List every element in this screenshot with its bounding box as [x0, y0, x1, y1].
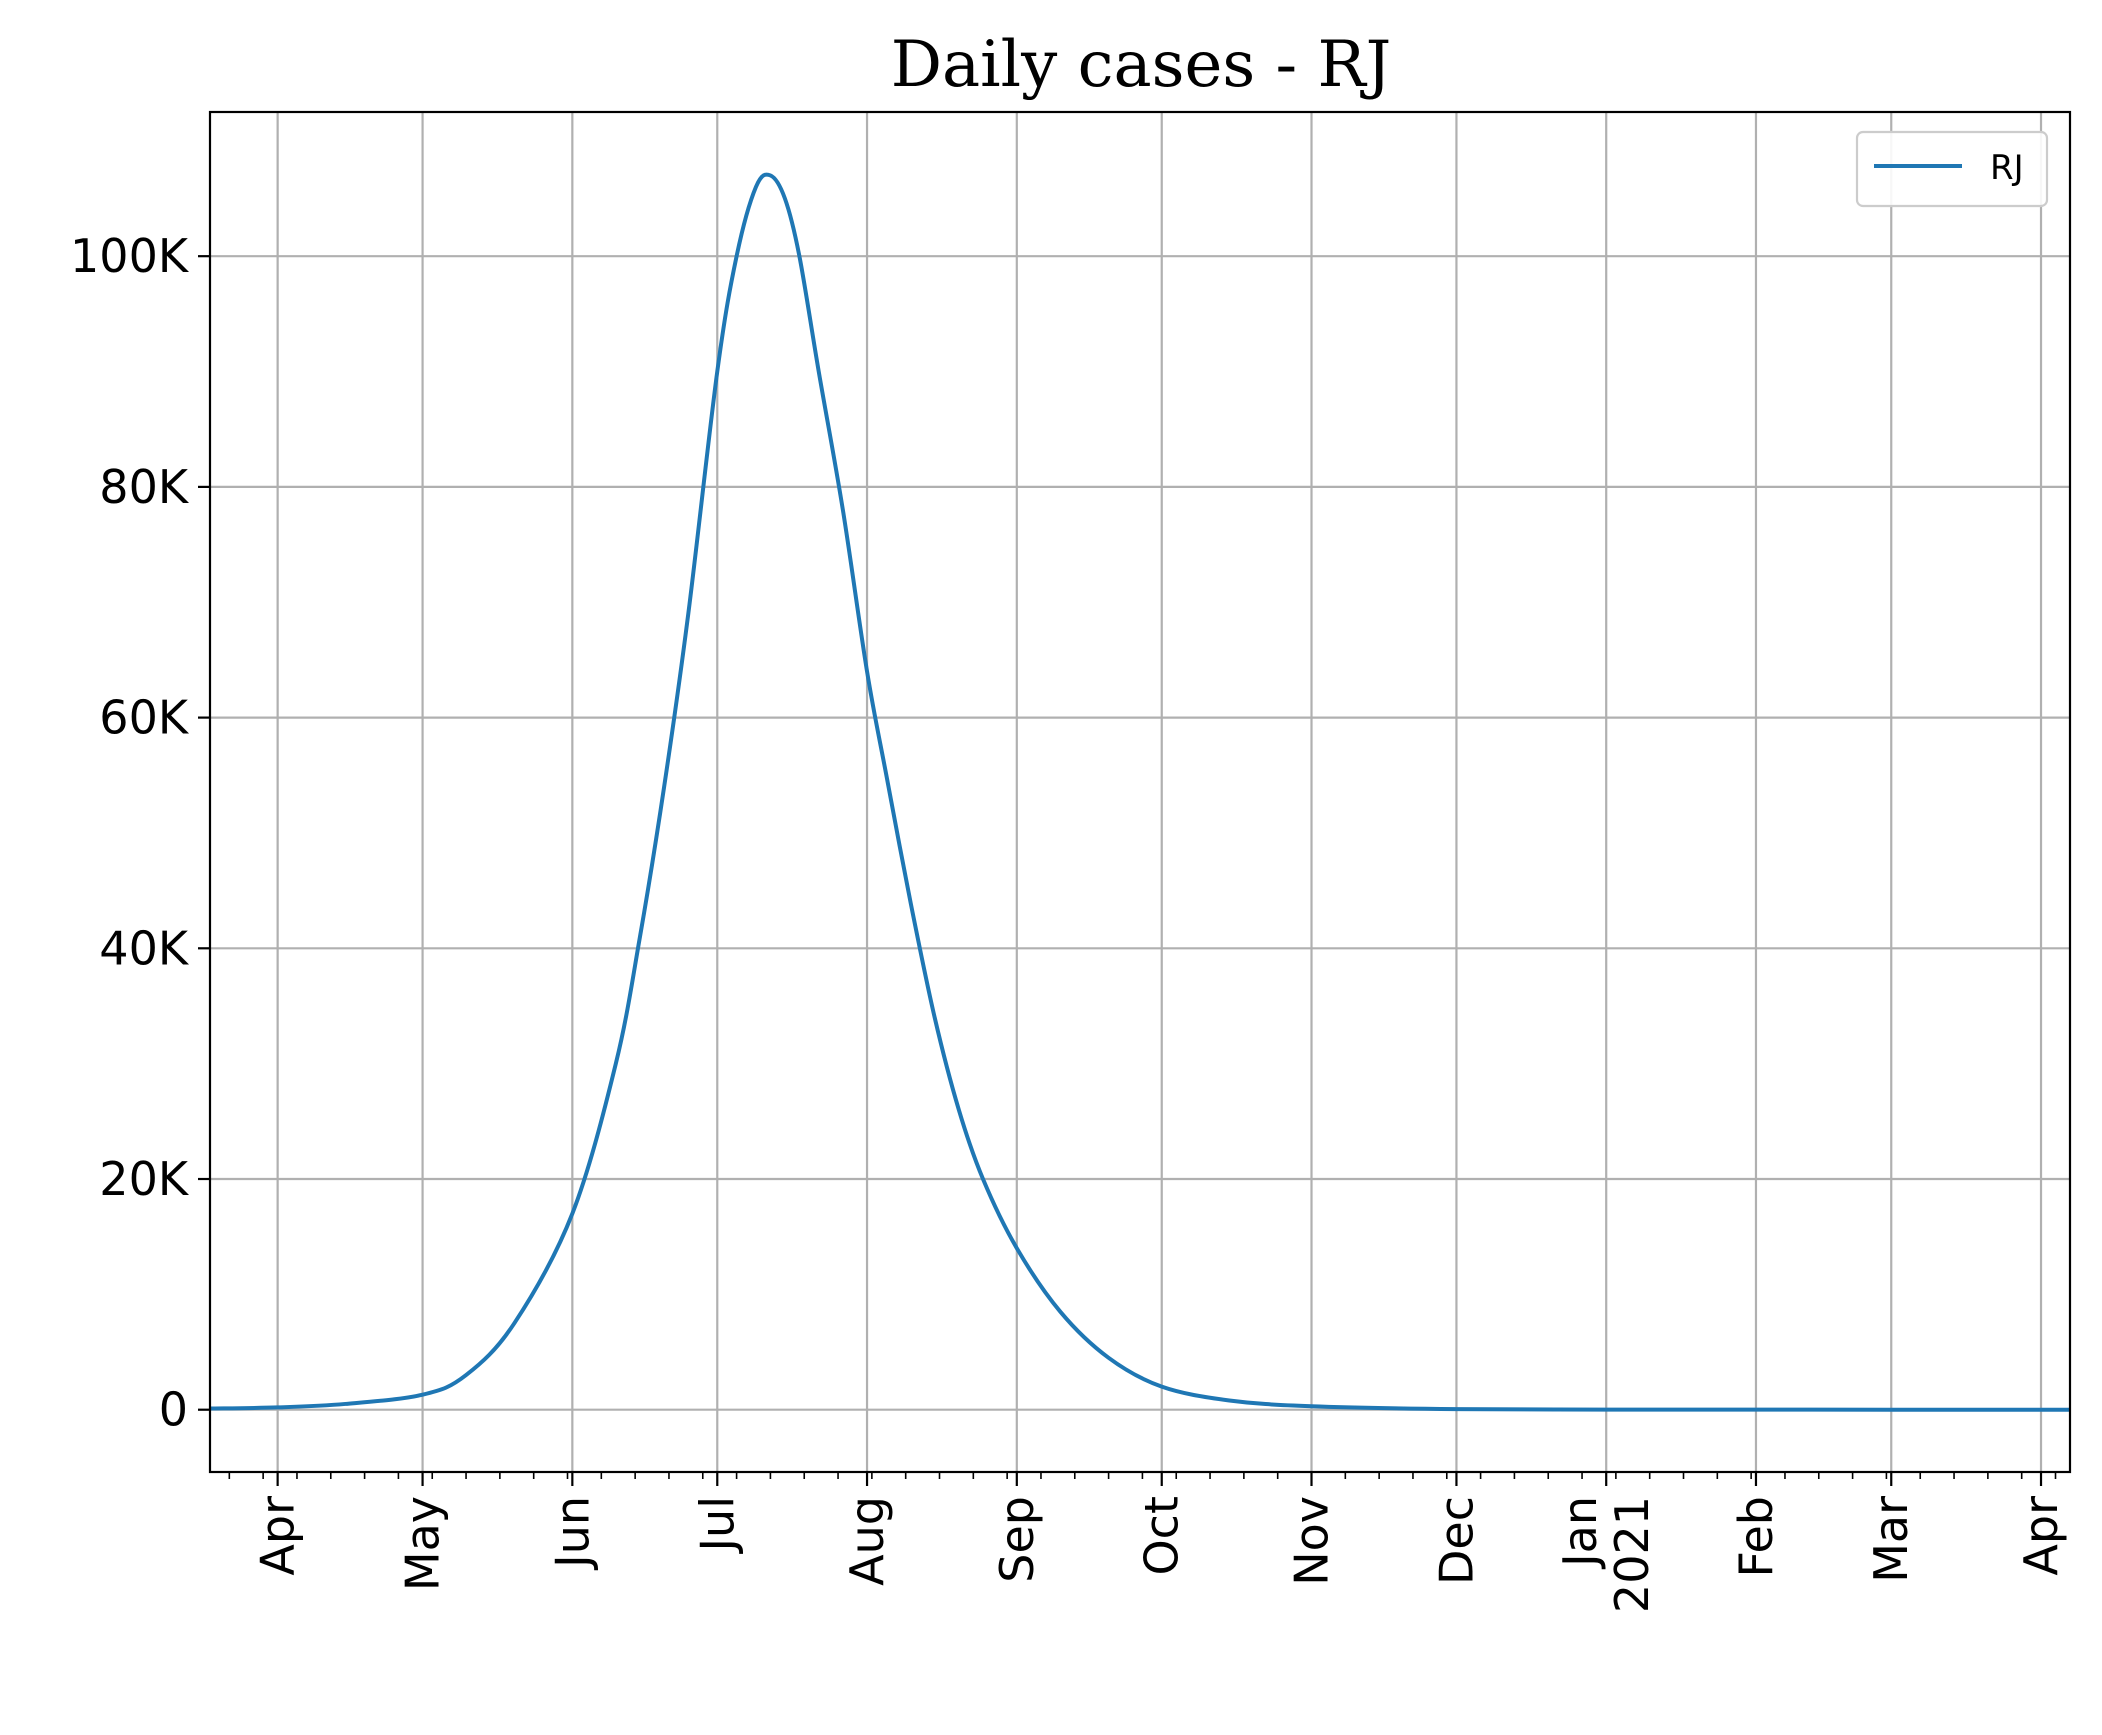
x-tick-label-group: Apr [251, 1496, 305, 1576]
x-tick-label: Sep [990, 1496, 1044, 1583]
x-tick-label: Feb [1729, 1496, 1783, 1577]
x-tick-label-group: Nov [1285, 1496, 1339, 1586]
x-tick-label-group: May [396, 1496, 450, 1591]
legend-label-rj: RJ [1990, 148, 2024, 188]
y-tick-label: 80K [99, 460, 190, 514]
x-tick-label: Jun [545, 1496, 599, 1571]
y-tick-label: 40K [99, 921, 190, 975]
x-tick-label: Apr [2014, 1496, 2068, 1576]
chart-title: Daily cases - RJ [891, 28, 1392, 102]
x-tick-label-group: Mar [1864, 1496, 1918, 1583]
x-tick-label: Aug [840, 1496, 894, 1586]
x-tick-label-group: Aug [840, 1496, 894, 1586]
legend-box [1855, 130, 2049, 208]
y-tick-label: 100K [70, 229, 190, 283]
y-tick-label: 20K [99, 1152, 190, 1206]
x-tick-label: Oct [1135, 1496, 1189, 1576]
x-tick-label-group: Jul [690, 1496, 744, 1555]
plot-frame [208, 110, 2072, 1474]
x-tick-label: Mar [1864, 1496, 1918, 1583]
x-tick-label: Jul [690, 1496, 744, 1555]
x-tick-label-group: Jun [545, 1496, 599, 1571]
y-tick-label: 60K [99, 691, 190, 745]
tick-layer [198, 255, 2057, 1486]
x-tick-label-group: Apr [2014, 1496, 2068, 1576]
x-tick-label-group: Oct [1135, 1496, 1189, 1576]
grid-layer [210, 112, 2070, 1472]
x-tick-label-group: Sep [990, 1496, 1044, 1583]
x-tick-label: Dec [1429, 1496, 1483, 1585]
x-tick-label-group: Feb [1729, 1496, 1783, 1577]
x-tick-label-group: Dec [1429, 1496, 1483, 1585]
series-layer [209, 172, 2071, 1412]
x-tick-label: May [396, 1496, 450, 1591]
x-tick-label: Jan [1553, 1496, 1607, 1570]
series-line-rj [209, 172, 2071, 1412]
x-tick-label: Apr [251, 1496, 305, 1576]
y-tick-label: 0 [159, 1383, 188, 1437]
label-layer: 0 20K 40K 60K 80K 100K Apr May Jun Jul Aug Sep Oct No… [70, 229, 2068, 1613]
x-tick-label-year: 2021 [1605, 1496, 1659, 1613]
x-tick-label: Nov [1285, 1496, 1339, 1586]
legend: RJ [1855, 130, 2049, 208]
